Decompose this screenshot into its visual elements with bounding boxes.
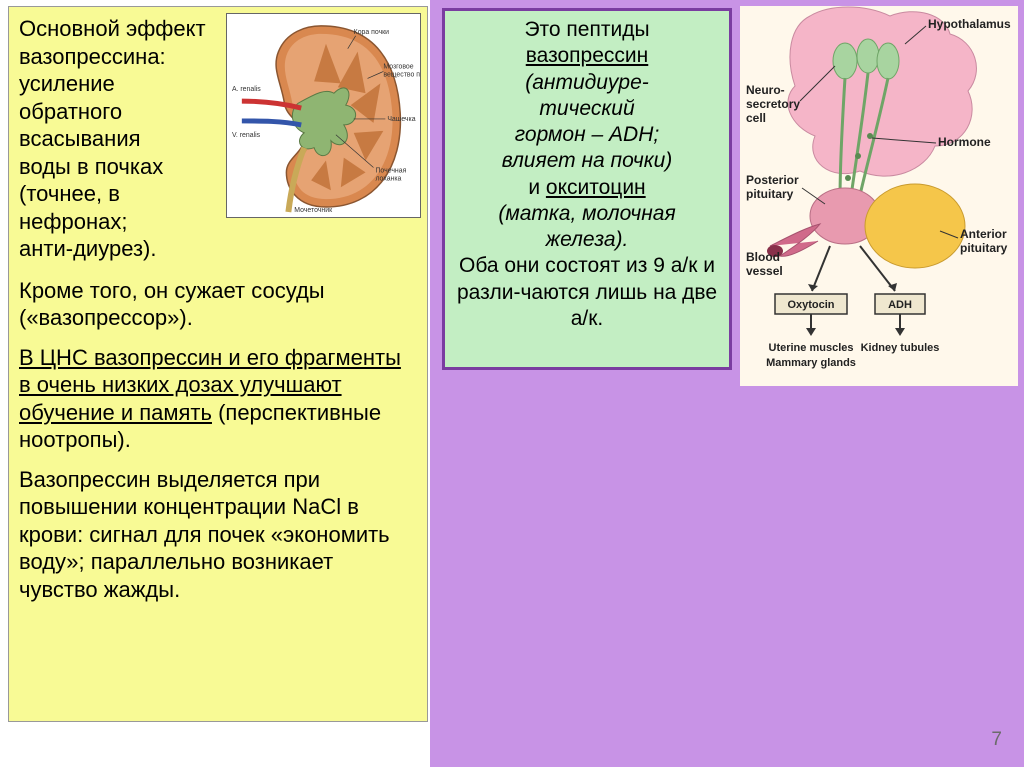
t: обратного xyxy=(19,99,122,124)
label-vein: V. renalis xyxy=(232,132,261,139)
peptides-card: Это пептиды вазопрессин (антидиуре- тиче… xyxy=(442,8,732,370)
t: нефронах; xyxy=(19,209,127,234)
c-l3d: влияет на почки) xyxy=(453,148,721,174)
label-hypothalamus: Hypothalamus xyxy=(928,17,1011,31)
t: усиление xyxy=(19,71,115,96)
para-2: Кроме того, он сужает сосуды («вазопресс… xyxy=(19,277,417,332)
label-kidney: Kidney tubules xyxy=(861,342,940,354)
t: и xyxy=(528,176,546,199)
c-l5a: (матка, молочная xyxy=(453,201,721,227)
label-ureter: Мочеточник xyxy=(294,207,333,214)
t: воды в почках xyxy=(19,154,163,179)
left-text-panel: Основной эффект вазопрессина: усиление о… xyxy=(8,6,428,722)
kidney-svg: Кора почки Мозговое вещество почки Чашеч… xyxy=(227,14,420,217)
label-medulla: Мозговое вещество почки xyxy=(383,63,420,78)
c-l3b: тический xyxy=(453,96,721,122)
t: (точнее, в xyxy=(19,181,120,206)
label-artery: A. renalis xyxy=(232,86,261,93)
label-ant1: Anterior xyxy=(960,227,1007,241)
label-neuro2: secretory xyxy=(746,97,800,111)
c-l3a: (антидиуре- xyxy=(453,70,721,96)
c-l1: Это пептиды xyxy=(453,17,721,43)
t: всасывания xyxy=(19,126,141,151)
label-blood2: vessel xyxy=(746,264,783,278)
label-neuro3: cell xyxy=(746,111,766,125)
label-neuro1: Neuro- xyxy=(746,83,785,97)
label-ant2: pituitary xyxy=(960,241,1008,255)
para-3: В ЦНС вазопрессин и его фрагменты в очен… xyxy=(19,344,417,454)
label-calyx: Чашечка xyxy=(387,116,415,123)
c-l5b: железа). xyxy=(453,227,721,253)
label-cortex: Кора почки xyxy=(354,29,390,36)
para-1: Основной эффект вазопрессина: усиление о… xyxy=(19,15,219,263)
t: вазопрессина: xyxy=(19,44,166,69)
label-uterine2: Mammary glands xyxy=(766,357,856,369)
c-l2: вазопрессин xyxy=(453,43,721,69)
label-hormone: Hormone xyxy=(938,135,991,149)
label-oxytocin: Oxytocin xyxy=(787,299,834,311)
label-post2: pituitary xyxy=(746,187,794,201)
label-pelvis: Почечная лоханка xyxy=(375,167,408,182)
t: Вазопрессин выделяется при повышении кон… xyxy=(19,467,390,602)
c-l3c: гормон – ADH; xyxy=(453,122,721,148)
label-post1: Posterior xyxy=(746,173,799,187)
label-uterine1: Uterine muscles xyxy=(769,342,854,354)
pituitary-diagram: Oxytocin ADH Uterine muscles Mammary gla… xyxy=(740,6,1018,386)
t: Основной эффект xyxy=(19,16,206,41)
t: анти-диурез). xyxy=(19,236,156,261)
para-4: Вазопрессин выделяется при повышении кон… xyxy=(19,466,417,604)
c-l4: и окситоцин xyxy=(453,175,721,201)
pituitary-svg: Oxytocin ADH Uterine muscles Mammary gla… xyxy=(740,6,1018,386)
label-adh: ADH xyxy=(888,299,912,311)
c-l6: Оба они состоят из 9 а/к и разли-чаются … xyxy=(453,253,721,332)
label-blood1: Blood xyxy=(746,250,780,264)
t: окситоцин xyxy=(546,176,646,199)
t: Кроме того, он сужает сосуды («вазопресс… xyxy=(19,278,325,331)
kidney-diagram: Кора почки Мозговое вещество почки Чашеч… xyxy=(226,13,421,218)
page-number: 7 xyxy=(991,729,1002,751)
